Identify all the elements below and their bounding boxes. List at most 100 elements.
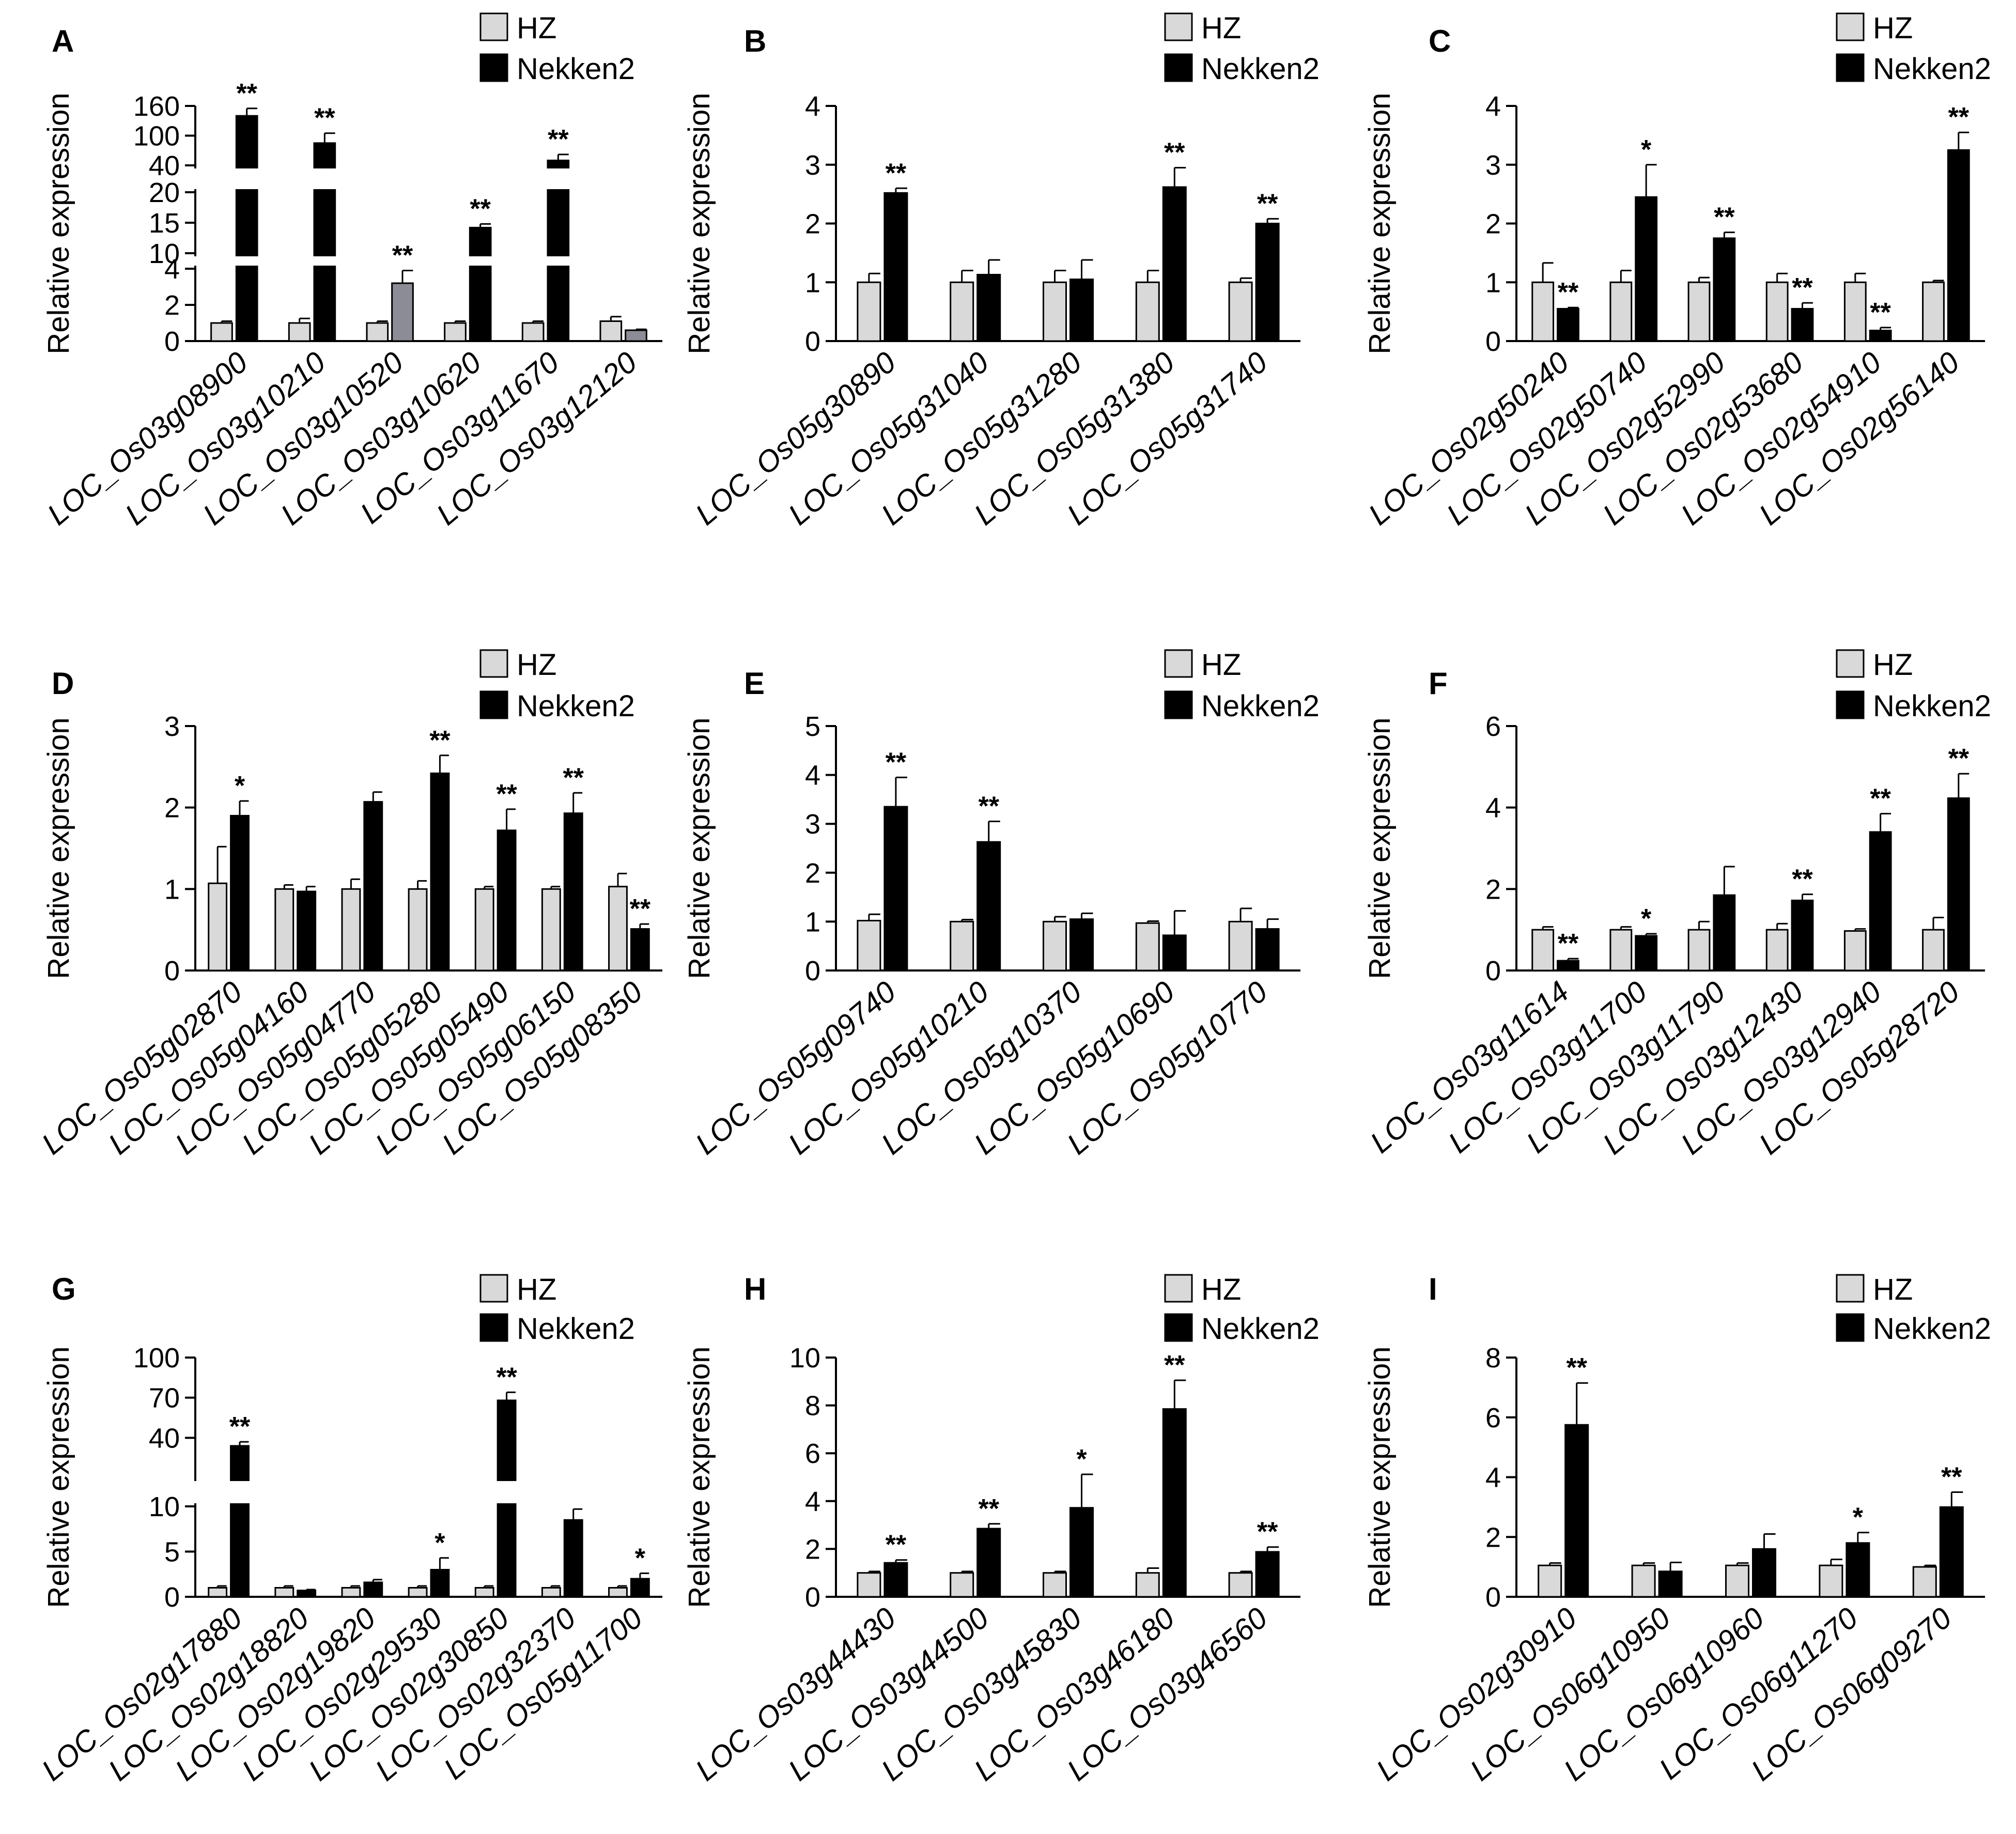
bar-nekken2	[976, 841, 1001, 972]
bar-nekken2	[1162, 934, 1187, 972]
y-tick-label: 4	[164, 254, 180, 285]
bar-nekken2	[1947, 149, 1970, 342]
panel-letter: B	[744, 24, 766, 58]
y-tick-label: 10	[149, 1491, 180, 1522]
legend-label-nekken2: Nekken2	[517, 689, 635, 723]
axis-break	[182, 168, 662, 189]
bar-nekken2	[976, 1528, 1001, 1598]
legend-label-hz: HZ	[517, 1273, 556, 1306]
y-axis-label: Relative expression	[1363, 93, 1397, 354]
y-tick-label: 160	[133, 91, 180, 122]
legend-label-nekken2: Nekken2	[1873, 52, 1991, 86]
legend-swatch-hz	[479, 649, 508, 678]
panel-g: G HZ Nekken2 Relative expression 0 5 10 40 70 100…	[36, 1272, 662, 1787]
significance-mark: **	[1257, 189, 1278, 219]
y-tick-label: 2	[164, 290, 180, 321]
bar-nekken2	[883, 192, 908, 342]
bar-hz	[857, 281, 881, 342]
y-axis-label: Relative expression	[1363, 717, 1397, 979]
y-tick-label: 0	[1485, 326, 1501, 357]
bar-nekken2	[1069, 918, 1094, 972]
y-tick-label: 4	[805, 91, 820, 122]
legend-swatch-hz	[1164, 1274, 1193, 1303]
y-tick-label: 3	[1485, 150, 1501, 181]
bar-hz	[1765, 281, 1789, 342]
bar-hz	[1843, 281, 1867, 342]
legend-swatch-nekken2	[1164, 690, 1193, 719]
bar-hz	[1725, 1564, 1749, 1598]
significance-mark: **	[1164, 1350, 1185, 1380]
legend-label-hz: HZ	[517, 11, 556, 45]
bar-hz	[208, 1587, 228, 1598]
legend-label-hz: HZ	[517, 648, 556, 682]
bar-nekken2	[976, 273, 1001, 342]
significance-mark: **	[1558, 929, 1579, 959]
bar-hz	[950, 281, 974, 342]
significance-mark: **	[1257, 1517, 1278, 1547]
y-tick-label: 3	[164, 711, 180, 742]
legend-swatch-nekken2	[1836, 1313, 1865, 1342]
bar-hz	[1228, 281, 1253, 342]
bar-hz	[1043, 920, 1067, 972]
y-axis-label: Relative expression	[683, 717, 716, 979]
significance-mark: **	[496, 1362, 517, 1392]
bar-nekken2	[1255, 928, 1280, 972]
legend-swatch-hz	[1836, 649, 1865, 678]
bar-hz	[366, 322, 389, 342]
legend-label-hz: HZ	[1201, 1273, 1241, 1306]
bar-nekken2	[630, 1578, 650, 1598]
y-tick-label: 3	[805, 150, 820, 181]
y-tick-label: 5	[164, 1537, 180, 1568]
y-tick-label: 2	[1485, 1522, 1501, 1553]
bar-hz	[1135, 281, 1160, 342]
y-tick-label: 10	[149, 238, 180, 269]
bar-nekken2	[883, 806, 908, 972]
y-tick-label: 6	[805, 1438, 820, 1469]
significance-mark: **	[496, 779, 517, 809]
bar-nekken2	[1162, 186, 1187, 342]
legend-label-nekken2: Nekken2	[1873, 689, 1991, 723]
y-tick-label: 2	[1485, 209, 1501, 240]
bar-nekken2	[1162, 1408, 1187, 1598]
bar-hz	[341, 1587, 361, 1598]
significance-mark: *	[1641, 135, 1652, 165]
bar-hz	[541, 1587, 561, 1598]
y-axis-label: Relative expression	[683, 1346, 716, 1608]
bar-hz	[1531, 281, 1555, 342]
legend-swatch-nekken2	[1836, 690, 1865, 719]
significance-mark: **	[470, 194, 491, 224]
y-tick-label: 100	[133, 121, 180, 152]
bar-nekken2	[563, 1519, 583, 1598]
bar-nekken2	[1939, 1506, 1964, 1598]
significance-mark: **	[563, 763, 584, 793]
y-tick-label: 2	[805, 209, 820, 240]
bar-hz	[208, 882, 228, 972]
bar-hz	[1631, 1564, 1656, 1598]
legend-swatch-nekken2	[1836, 53, 1865, 82]
bar-nekken2	[1713, 894, 1736, 972]
bar-hz	[474, 888, 494, 972]
significance-mark: *	[435, 1528, 445, 1558]
bar-hz	[1135, 1572, 1160, 1598]
y-tick-label: 4	[1485, 793, 1501, 824]
bar-hz	[857, 920, 881, 972]
legend-label-nekken2: Nekken2	[1873, 1312, 1991, 1346]
y-tick-label: 2	[805, 858, 820, 889]
bar-hz	[1135, 922, 1160, 972]
significance-mark: **	[1714, 203, 1735, 233]
y-tick-label: 1	[805, 267, 820, 298]
bar-hz	[950, 1572, 974, 1598]
panel-letter: C	[1429, 24, 1451, 58]
bar-nekken2	[1846, 1542, 1870, 1598]
bar-hz	[408, 1587, 428, 1598]
significance-mark: **	[1792, 865, 1813, 895]
legend-swatch-nekken2	[479, 1313, 508, 1342]
significance-mark: *	[1076, 1444, 1087, 1474]
bar-nekken2	[1557, 307, 1579, 342]
panel-letter: I	[1429, 1272, 1437, 1306]
legend-swatch-hz	[479, 1274, 508, 1303]
